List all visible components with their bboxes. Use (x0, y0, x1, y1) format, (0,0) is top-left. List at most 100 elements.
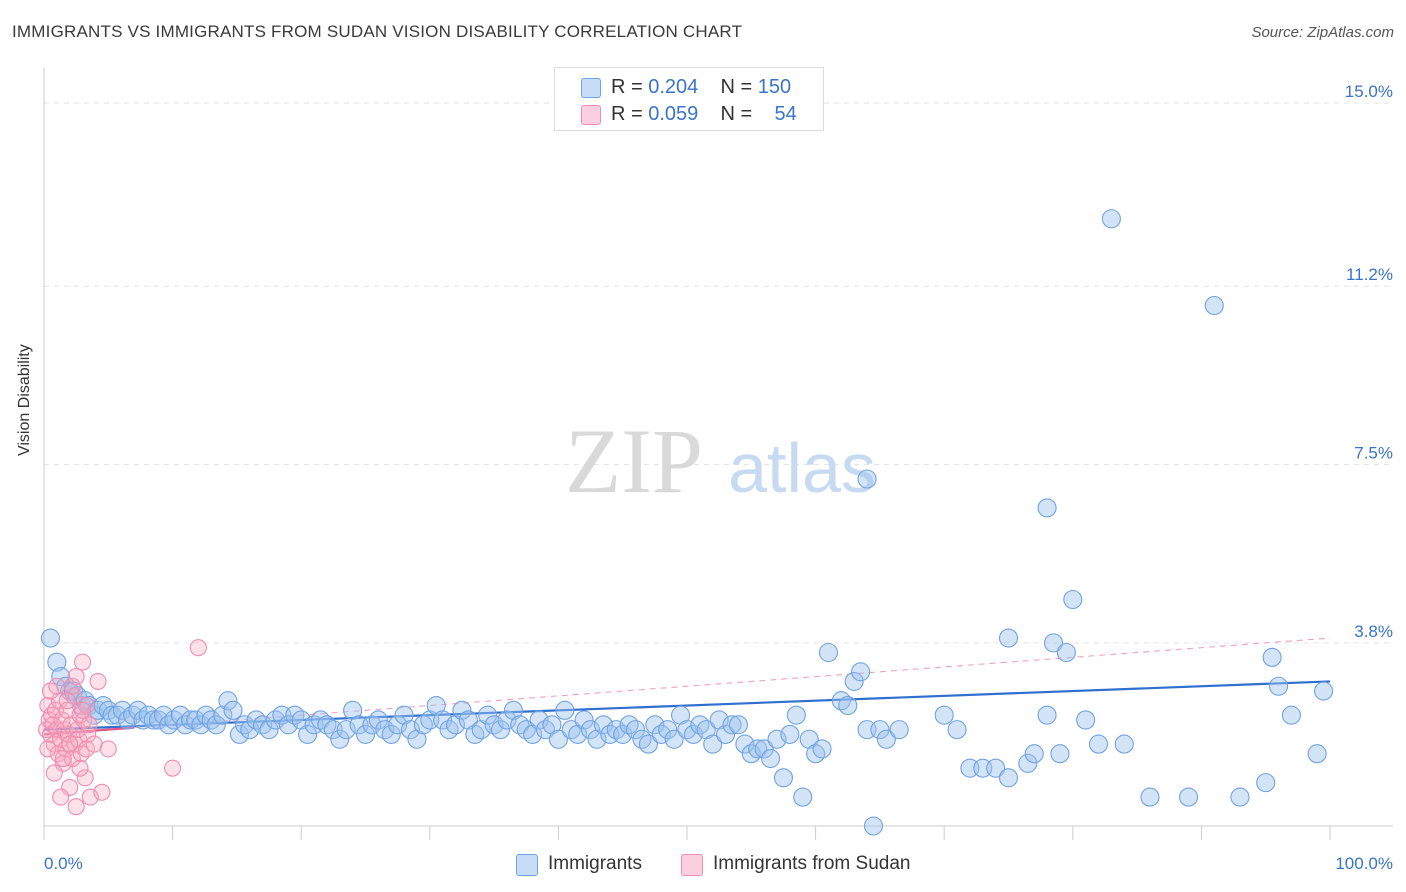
point-immigrants (645, 715, 665, 735)
y-axis-label: Vision Disability (16, 344, 33, 456)
point-immigrants (213, 705, 233, 725)
point-immigrants (191, 715, 211, 735)
legend-n-label: N = (720, 76, 758, 98)
point-sudan (52, 788, 70, 806)
point-immigrants (613, 724, 633, 744)
trend-line-immigrants (43, 680, 1331, 731)
point-immigrants (102, 705, 122, 725)
point-immigrants (786, 705, 806, 725)
point-sudan (58, 692, 76, 710)
point-immigrants (229, 724, 250, 744)
point-immigrants (542, 715, 562, 735)
point-immigrants (355, 724, 376, 744)
point-immigrants (728, 715, 748, 735)
point-immigrants (1307, 744, 1327, 764)
legend-r-label: R = (611, 76, 649, 98)
point-immigrants (671, 705, 691, 725)
point-sudan (63, 677, 81, 695)
point-immigrants (658, 720, 678, 740)
point-immigrants (818, 642, 839, 663)
point-immigrants (394, 705, 414, 725)
point-immigrants (754, 739, 774, 759)
trend-lines (43, 637, 1331, 736)
point-sudan (89, 672, 107, 690)
point-immigrants (793, 787, 813, 807)
point-immigrants (876, 729, 896, 749)
trend-line-sudan-dashed (133, 637, 1331, 729)
point-immigrants (709, 710, 729, 730)
y-tick-labels: 3.8% 7.5% 11.2% 15.0% (1345, 82, 1393, 641)
point-immigrants (1256, 773, 1276, 793)
point-sudan (74, 701, 92, 719)
point-immigrants (47, 652, 67, 672)
point-immigrants (426, 695, 446, 716)
point-immigrants (1018, 753, 1038, 773)
point-sudan (67, 668, 85, 686)
grid-lines (43, 68, 1393, 827)
point-immigrants (112, 700, 132, 720)
point-immigrants (388, 715, 408, 735)
watermark-zip: ZIP (565, 410, 703, 512)
point-sudan (164, 759, 182, 777)
point-immigrants (664, 729, 684, 749)
point-immigrants (773, 768, 794, 788)
point-immigrants (838, 695, 858, 716)
point-immigrants (735, 734, 755, 754)
point-immigrants (206, 715, 226, 735)
trend-line-sudan-solid (43, 726, 135, 736)
point-sudan (99, 740, 117, 758)
point-immigrants (638, 734, 658, 754)
point-immigrants (497, 710, 517, 730)
y-tick-label: 15.0% (1345, 82, 1393, 101)
point-immigrants (870, 720, 890, 740)
point-immigrants (722, 715, 742, 735)
point-immigrants (696, 720, 716, 740)
point-immigrants (1088, 734, 1109, 754)
y-tick-label: 7.5% (1354, 444, 1393, 463)
point-immigrants (128, 700, 148, 720)
point-immigrants (471, 720, 491, 740)
legend-swatch-sudan (581, 105, 601, 125)
point-immigrants (1178, 787, 1199, 807)
point-immigrants (716, 724, 736, 744)
point-immigrants (998, 628, 1019, 648)
point-immigrants (799, 729, 819, 749)
y-tick-label: 3.8% (1354, 622, 1393, 641)
point-immigrants (568, 724, 588, 744)
point-sudan (39, 740, 57, 758)
point-immigrants (445, 715, 466, 735)
point-immigrants (934, 705, 954, 725)
y-tick-label: 11.2% (1346, 265, 1393, 284)
point-immigrants (452, 700, 472, 720)
x-tick-label: 100.0% (1335, 854, 1393, 873)
point-sudan (85, 735, 103, 753)
point-immigrants (1230, 787, 1250, 807)
point-immigrants (523, 724, 543, 744)
point-immigrants (478, 705, 498, 725)
legend-r-value: 0.204 (648, 76, 699, 98)
point-immigrants (857, 469, 877, 489)
point-immigrants (1114, 734, 1134, 754)
point-immigrants (1050, 744, 1070, 764)
point-sudan (76, 769, 94, 787)
point-immigrants (170, 705, 190, 725)
point-immigrants (748, 739, 768, 759)
point-immigrants (986, 758, 1006, 778)
point-immigrants (51, 667, 71, 687)
point-immigrants (761, 748, 781, 769)
point-immigrants (767, 729, 787, 749)
point-immigrants (1056, 642, 1076, 663)
point-immigrants (407, 729, 427, 749)
point-sudan (48, 677, 66, 695)
data-points (38, 209, 1334, 836)
point-immigrants (458, 710, 478, 730)
legend-text-sudan: R = 0.059 N = 54 (611, 103, 797, 126)
point-immigrants (703, 734, 723, 754)
point-immigrants (154, 705, 174, 725)
point-immigrants (223, 700, 243, 720)
point-immigrants (1037, 498, 1057, 518)
point-immigrants (433, 710, 453, 730)
legend-n-value: 150 (757, 76, 792, 98)
point-sudan (72, 745, 90, 763)
